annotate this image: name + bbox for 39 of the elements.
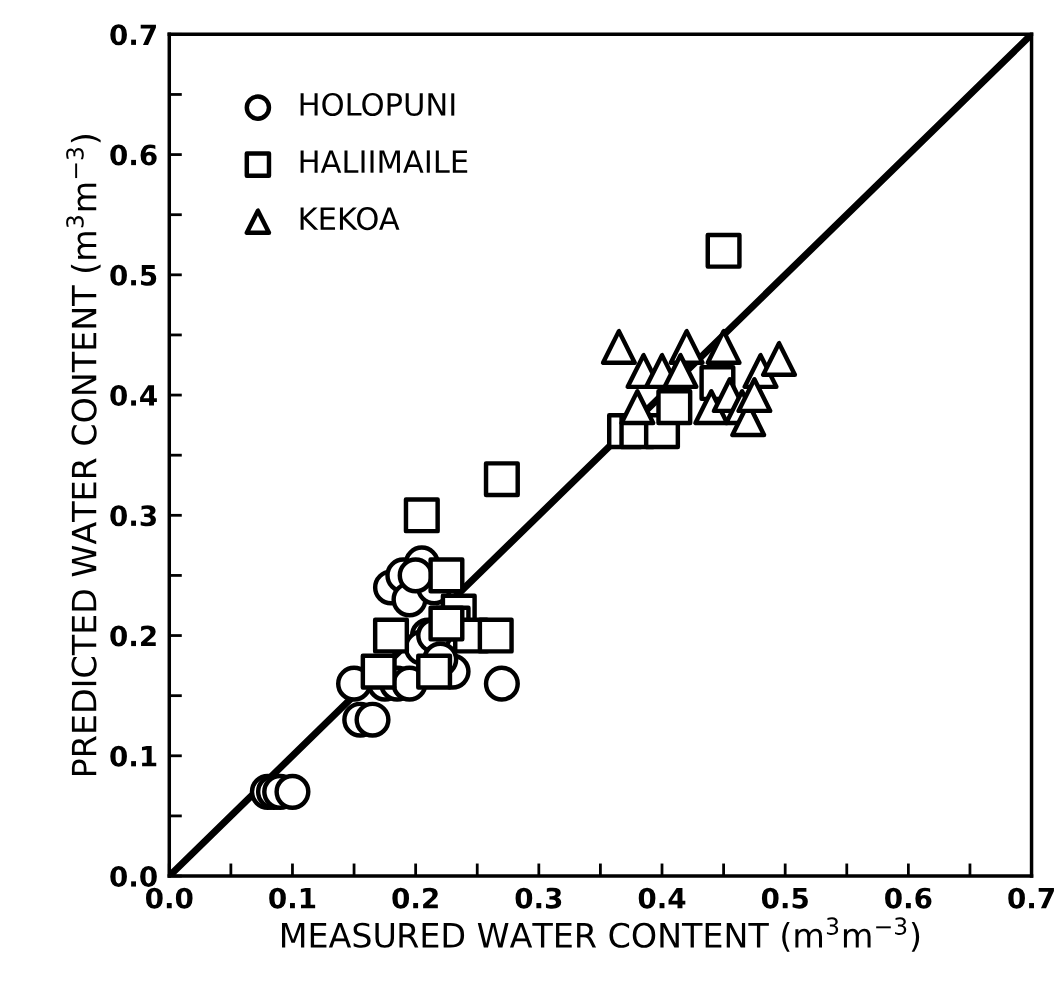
y-tick-label: 0.4 (110, 385, 157, 407)
y-tick-label: 0.6 (110, 144, 157, 166)
point (416, 653, 453, 690)
x-tick-label: 0.2 (392, 887, 438, 909)
point (656, 389, 693, 426)
point (372, 617, 410, 654)
point (428, 557, 465, 594)
x-axis-title: MEASURED WATER CONTENT (m$^{3}$m$^{−3}$) (282, 917, 920, 952)
point (477, 617, 514, 654)
point (360, 653, 397, 690)
point (736, 377, 773, 414)
y-tick-label: 0.1 (110, 745, 157, 767)
y-tick-label: 0.5 (110, 264, 157, 286)
y-axis-title: PREDICTED WATER CONTENT (m$^{3}$m$^{−3}$) (66, 135, 101, 776)
point (662, 352, 699, 390)
point (483, 665, 520, 702)
x-tick-label: 0.7 (1008, 887, 1054, 909)
point (619, 389, 656, 426)
point (354, 701, 391, 738)
x-tick-label: 0.4 (638, 887, 686, 909)
x-tick-label: 0.6 (885, 887, 932, 909)
x-tick-label: 0.0 (146, 887, 193, 909)
point (600, 328, 637, 366)
x-tick-label: 0.5 (761, 887, 808, 909)
y-tick-label: 0.2 (110, 625, 156, 647)
legend-label: HALIIMAILE (300, 150, 468, 173)
x-tick-label: 0.3 (515, 887, 562, 909)
point (483, 461, 520, 498)
point (705, 232, 742, 269)
point (403, 497, 440, 534)
legend-label: KEKOA (300, 207, 400, 231)
legend-label: HOLOPUNI (300, 92, 455, 117)
point (760, 340, 798, 378)
y-tick-label: 0.7 (110, 24, 156, 46)
y-tick-label: 0.3 (110, 505, 156, 527)
point (274, 773, 311, 810)
x-tick-label: 0.1 (269, 887, 316, 909)
point (428, 605, 465, 642)
y-tick-label: 0.0 (110, 865, 157, 887)
